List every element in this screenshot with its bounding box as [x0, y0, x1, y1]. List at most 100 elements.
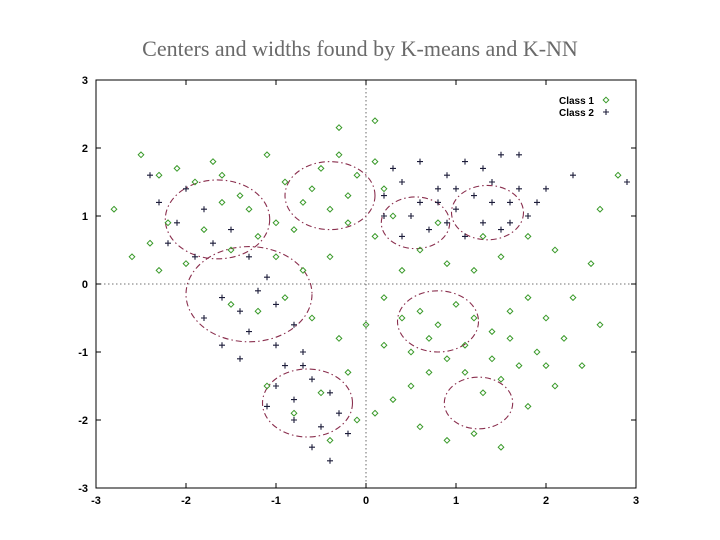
class1-point: [371, 409, 379, 417]
class2-point: [264, 274, 270, 281]
class1-point: [452, 300, 460, 308]
class1-point: [227, 246, 235, 254]
class1-point: [380, 185, 388, 193]
class2-point: [516, 185, 522, 192]
class1-point: [488, 355, 496, 363]
x-tick-label: 1: [453, 495, 459, 507]
class1-point: [596, 205, 604, 213]
class1-point: [326, 436, 334, 444]
class2-point: [498, 151, 504, 158]
class1-point: [506, 334, 514, 342]
class1-point: [344, 368, 352, 376]
class1-point: [614, 171, 622, 179]
class1-point: [326, 253, 334, 261]
class2-point: [327, 457, 333, 464]
class1-point: [227, 300, 235, 308]
class1-point: [371, 232, 379, 240]
class1-point: [173, 164, 181, 172]
class1-point: [569, 294, 577, 302]
class2-point: [255, 287, 261, 294]
class1-point: [128, 253, 136, 261]
cluster-circle-4: [380, 196, 451, 250]
class1-point: [353, 416, 361, 424]
class2-point: [174, 219, 180, 226]
class1-point: [461, 341, 469, 349]
class1-point: [164, 219, 172, 227]
class1-point: [407, 382, 415, 390]
class1-point: [461, 368, 469, 376]
class2-point: [300, 349, 306, 355]
class2-point: [480, 219, 486, 226]
class2-point: [273, 301, 279, 308]
x-tick-label: 3: [633, 495, 639, 507]
class1-point: [533, 348, 541, 356]
legend-marker-class2: [603, 109, 609, 115]
class2-point: [381, 213, 387, 219]
class2-point: [435, 199, 441, 206]
class1-point: [362, 321, 370, 329]
cluster-circle-7: [443, 376, 514, 430]
class1-point: [137, 151, 145, 159]
class2-point: [471, 192, 477, 199]
class2-point: [300, 362, 306, 369]
class2-point: [453, 206, 459, 213]
class1-point: [488, 328, 496, 336]
class2-point: [453, 185, 459, 192]
class2-point: [417, 199, 423, 206]
x-tick-label: -1: [271, 495, 281, 507]
class1-point: [272, 253, 280, 261]
class1-point: [254, 232, 262, 240]
class1-point: [587, 260, 595, 268]
class2-point: [273, 383, 279, 389]
legend-label-1: Class 1: [559, 96, 594, 107]
class1-point: [497, 443, 505, 451]
class2-point: [498, 226, 504, 233]
class1-point: [371, 117, 379, 125]
class2-point: [291, 417, 297, 423]
class2-point: [489, 199, 495, 206]
class2-point: [624, 179, 630, 185]
class1-point: [335, 151, 343, 159]
class2-point: [201, 206, 207, 213]
y-tick-label: -1: [78, 347, 88, 359]
x-tick-label: -2: [181, 495, 191, 507]
class2-point: [201, 315, 207, 321]
class1-point: [308, 185, 316, 193]
class2-point: [462, 158, 468, 165]
class2-point: [381, 192, 387, 199]
class1-point: [434, 219, 442, 227]
class1-point: [398, 314, 406, 322]
class1-point: [335, 124, 343, 132]
class2-point: [444, 219, 450, 226]
y-tick-label: 1: [82, 211, 88, 223]
class1-point: [146, 239, 154, 247]
class1-point: [380, 294, 388, 302]
class2-point: [489, 179, 495, 185]
class1-point: [281, 178, 289, 186]
class1-point: [479, 232, 487, 240]
class1-point: [434, 321, 442, 329]
class1-point: [596, 321, 604, 329]
class1-point: [209, 158, 217, 166]
class1-point: [380, 341, 388, 349]
class1-point: [263, 382, 271, 390]
class1-point: [389, 212, 397, 220]
class1-point: [281, 294, 289, 302]
class1-point: [416, 246, 424, 254]
class1-point: [353, 171, 361, 179]
class2-point: [435, 185, 441, 192]
class2-point: [309, 376, 315, 383]
y-tick-label: 3: [82, 75, 88, 87]
data-points: [110, 117, 630, 464]
class2-point: [291, 321, 297, 328]
y-tick-label: -2: [78, 415, 88, 427]
class2-point: [507, 199, 513, 206]
class2-point: [147, 172, 153, 179]
class1-point: [524, 232, 532, 240]
class2-point: [219, 342, 225, 349]
legend-label-2: Class 2: [559, 108, 594, 119]
cluster-circle-3: [284, 161, 376, 231]
class2-point: [336, 410, 342, 417]
class1-point: [344, 219, 352, 227]
